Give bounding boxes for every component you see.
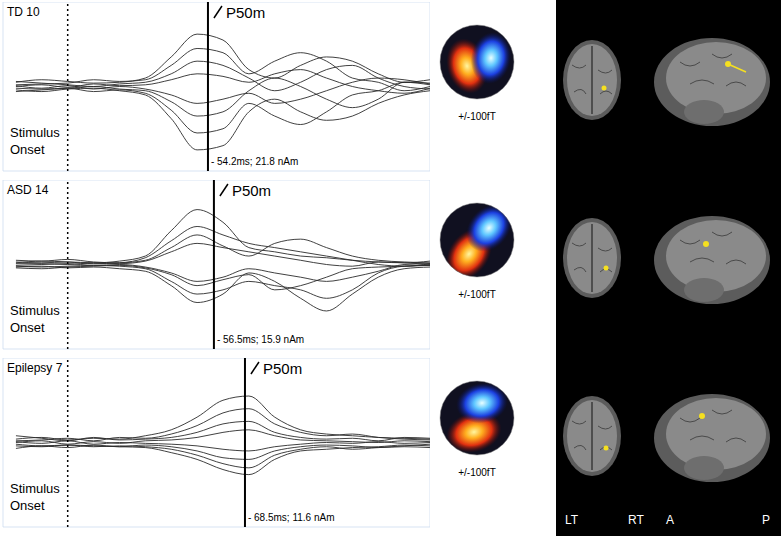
html-text:Stimulus Onset: Stimulus Onset xyxy=(10,303,60,335)
svg-text:A: A xyxy=(666,513,674,527)
svg-text:- 54.2ms; 21.8 nAm: - 54.2ms; 21.8 nAm xyxy=(211,156,298,167)
html-text:Stimulus Onset: Stimulus Onset xyxy=(10,481,60,513)
svg-text:P50m: P50m xyxy=(226,4,265,21)
svg-text:P50m: P50m xyxy=(263,360,302,377)
svg-text:+/-100fT: +/-100fT xyxy=(458,111,496,122)
svg-text:- 68.5ms; 11.6 nAm: - 68.5ms; 11.6 nAm xyxy=(248,512,335,523)
svg-text:RT: RT xyxy=(628,513,644,527)
svg-text:+/-100fT: +/-100fT xyxy=(458,467,496,478)
svg-text:P: P xyxy=(762,513,770,527)
html-text:Stimulus Onset: Stimulus Onset xyxy=(10,125,60,157)
svg-text:LT: LT xyxy=(565,513,579,527)
svg-text:- 56.5ms; 15.9 nAm: - 56.5ms; 15.9 nAm xyxy=(217,334,304,345)
html-text:ASD 14: ASD 14 xyxy=(7,183,49,197)
svg-text:P50m: P50m xyxy=(232,182,271,199)
html-text:TD 10: TD 10 xyxy=(7,5,40,19)
html-text:Epilepsy 7: Epilepsy 7 xyxy=(7,361,63,375)
svg-text:+/-100fT: +/-100fT xyxy=(458,289,496,300)
